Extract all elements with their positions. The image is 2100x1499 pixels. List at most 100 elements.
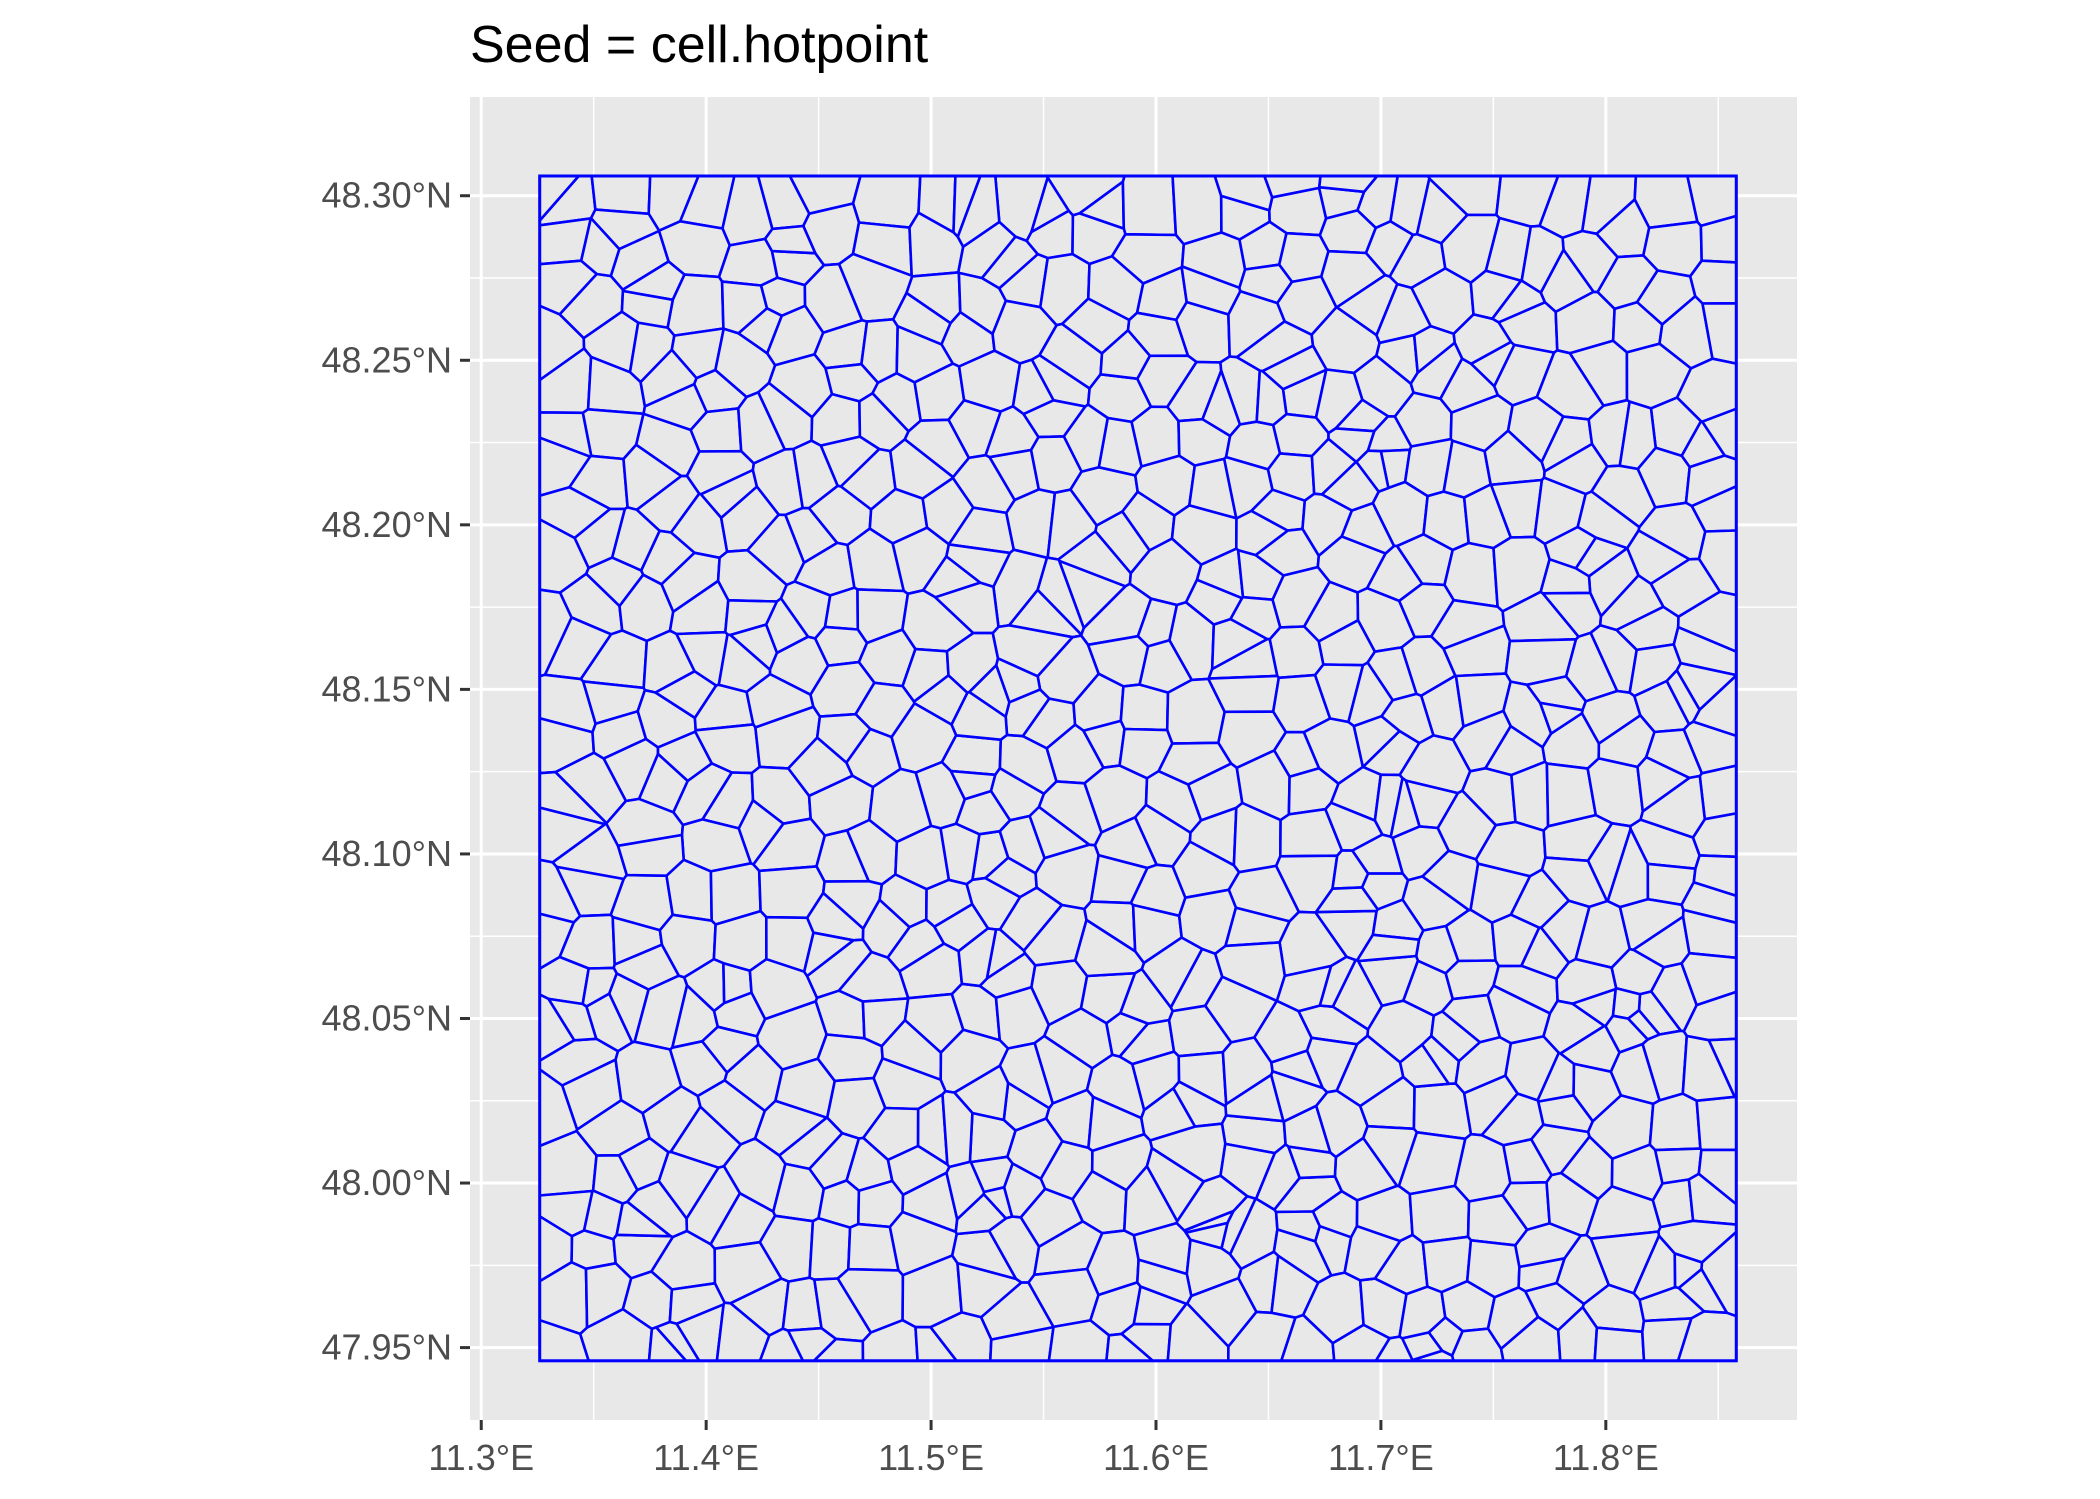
voronoi-cell — [642, 382, 708, 432]
y-tick-label: 48.00°N — [322, 1162, 452, 1203]
y-tick-label: 47.95°N — [322, 1327, 452, 1368]
voronoi-cells — [538, 174, 1738, 1363]
voronoi-cell — [1047, 1319, 1111, 1363]
voronoi-cell — [1510, 760, 1550, 832]
voronoi-cell — [1412, 1082, 1473, 1141]
voronoi-cell — [802, 931, 855, 978]
voronoi-cell — [1355, 449, 1390, 493]
voronoi-cell — [1121, 174, 1178, 237]
voronoi-cell — [880, 1018, 943, 1081]
voronoi-cell — [1698, 764, 1738, 821]
x-tick-label: 11.7°E — [1328, 1437, 1434, 1478]
voronoi-cell — [1355, 933, 1421, 963]
x-tick-label: 11.8°E — [1553, 1437, 1659, 1478]
voronoi-cell — [547, 997, 598, 1042]
voronoi-cell — [1380, 692, 1435, 745]
voronoi-cell — [1611, 986, 1642, 1020]
voronoi-cell — [1062, 403, 1109, 473]
x-tick-label: 11.6°E — [1103, 1437, 1209, 1478]
voronoi-cell — [1572, 1062, 1623, 1123]
voronoi-cell — [1648, 1092, 1702, 1152]
voronoi-cell — [1618, 897, 1685, 952]
voronoi-cell — [851, 174, 922, 229]
voronoi-cell — [1175, 1174, 1249, 1232]
voronoi-cell — [1343, 1224, 1402, 1282]
voronoi-cell — [1269, 1070, 1329, 1123]
x-tick-label: 11.4°E — [653, 1437, 759, 1478]
voronoi-cell — [994, 657, 1042, 704]
y-tick-label: 48.05°N — [322, 997, 452, 1038]
voronoi-cell — [1274, 1210, 1321, 1243]
voronoi-cell — [954, 789, 1012, 836]
voronoi-cell — [1314, 886, 1379, 914]
voronoi-cell — [950, 690, 1009, 742]
voronoi-cell — [717, 633, 772, 694]
y-axis: 47.95°N 48.00°N 48.05°N 48.10°N 48.15°N 48.20… — [322, 175, 470, 1368]
voronoi-cell — [1389, 776, 1421, 840]
y-tick-label: 48.15°N — [322, 668, 452, 709]
cells-boundary — [538, 174, 1738, 1363]
voronoi-cell — [1657, 1219, 1738, 1264]
voronoi-cell — [1593, 1326, 1646, 1363]
y-tick-label: 48.20°N — [322, 504, 452, 545]
voronoi-cell — [610, 506, 661, 572]
voronoi-cell — [1408, 1184, 1471, 1244]
voronoi-cell — [1604, 1014, 1649, 1054]
voronoi-cell — [792, 439, 839, 510]
voronoi-cell — [1030, 176, 1070, 234]
voronoi-cell — [1665, 669, 1701, 726]
voronoi-cell — [1287, 1145, 1338, 1180]
voronoi-cell — [1318, 955, 1357, 1009]
voronoi-cell — [764, 597, 810, 655]
voronoi-cell — [895, 324, 955, 384]
voronoi-cell — [620, 289, 675, 329]
voronoi-cell — [1224, 1073, 1285, 1123]
voronoi-cell — [945, 1160, 986, 1221]
voronoi-cell — [1539, 557, 1592, 595]
voronoi-cell — [1401, 1331, 1444, 1362]
voronoi-cell — [1119, 967, 1174, 1025]
voronoi-cell — [1210, 617, 1269, 671]
voronoi-cell — [1453, 1132, 1512, 1203]
voronoi-cell — [616, 833, 686, 878]
x-tick-label: 11.5°E — [878, 1437, 984, 1478]
voronoi-cell — [1514, 1222, 1582, 1269]
voronoi-cell — [808, 1216, 852, 1281]
voronoi-cell — [1421, 849, 1480, 912]
voronoi-cell — [579, 217, 621, 278]
y-tick-label: 48.30°N — [322, 175, 452, 216]
y-tick-label: 48.25°N — [322, 339, 452, 380]
voronoi-cell — [1618, 400, 1657, 471]
x-axis: 11.3°E 11.4°E 11.5°E 11.6°E 11.7°E 11.8°E — [428, 1420, 1659, 1478]
voronoi-cell — [1681, 1034, 1736, 1102]
x-tick-label: 11.3°E — [428, 1437, 534, 1478]
voronoi-cell — [1201, 369, 1242, 438]
chart-title: Seed = cell.hotpoint — [470, 16, 929, 74]
voronoi-cell — [1695, 1095, 1738, 1152]
voronoi-cell — [1452, 313, 1513, 366]
y-tick-label: 48.10°N — [322, 833, 452, 874]
voronoi-cell — [1632, 1234, 1677, 1302]
voronoi-cell — [1119, 683, 1170, 732]
voronoi-cell — [1184, 1221, 1229, 1250]
voronoi-cell — [700, 1025, 760, 1074]
voronoi-cell — [1639, 774, 1707, 839]
voronoi-cell — [1490, 913, 1541, 968]
voronoi-cell — [1340, 501, 1396, 555]
voronoi-cell — [615, 1200, 672, 1238]
voronoi-cell — [1073, 918, 1146, 978]
voronoi-cell — [957, 927, 998, 988]
voronoi-cell — [1538, 701, 1584, 735]
voronoi-cell — [1136, 1258, 1193, 1306]
voronoi-cell — [1543, 525, 1598, 570]
voronoi-cell — [763, 224, 817, 255]
voronoi-cell — [945, 543, 1012, 589]
voronoi-cell — [1649, 557, 1722, 618]
voronoi-cell — [786, 736, 854, 798]
voronoi-cell — [1398, 1043, 1450, 1089]
voronoi-cell — [1559, 1135, 1614, 1201]
voronoi-cell — [590, 174, 652, 216]
voronoi-cell — [1375, 282, 1432, 345]
voronoi-cell — [554, 751, 628, 825]
